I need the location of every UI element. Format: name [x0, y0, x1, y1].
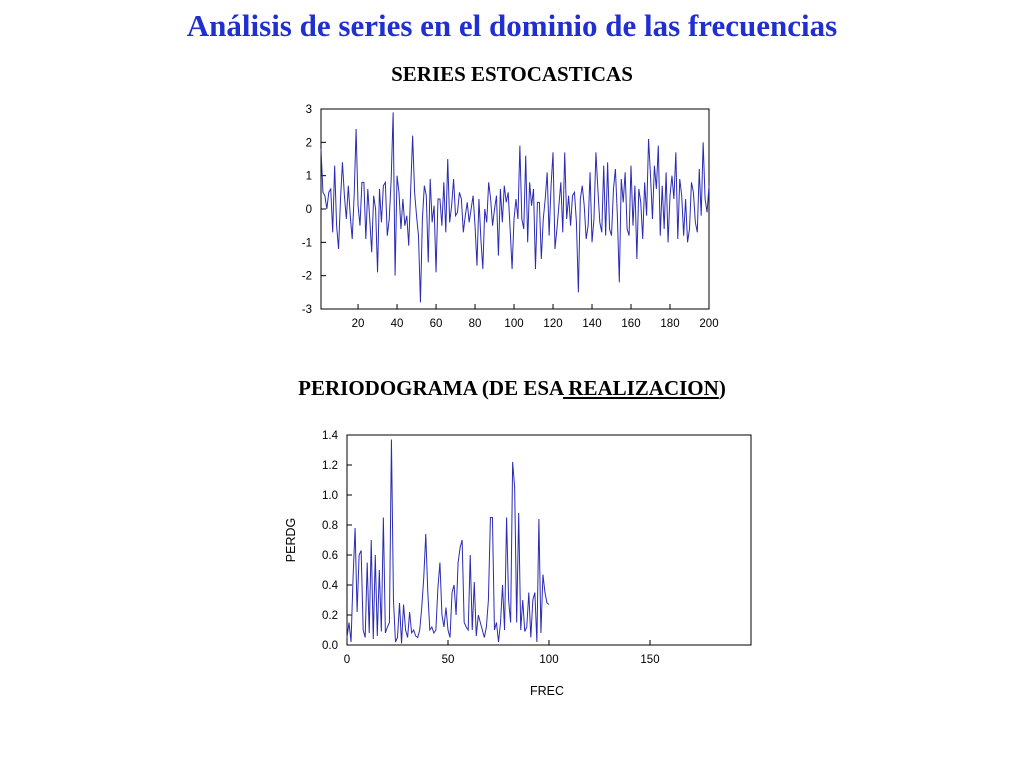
- series-x-tick-label: 60: [430, 318, 443, 330]
- periodogram-x-tick-label: 100: [539, 654, 558, 666]
- series-x-tick-label: 20: [352, 318, 365, 330]
- page-title: Análisis de series en el dominio de las …: [186, 8, 838, 43]
- series-x-tick-label: 140: [582, 318, 601, 330]
- series-x-tick-label: 200: [699, 318, 718, 330]
- periodogram-x-tick-label: 150: [640, 654, 659, 666]
- periodogram-y-tick-label: 1.2: [322, 460, 338, 472]
- series-x-tick-label: 180: [660, 318, 679, 330]
- periodogram-title-prefix: PERIODOGRAMA (DE ESA: [298, 376, 564, 400]
- periodogram-x-tick-label: 0: [344, 654, 350, 666]
- periodogram-title-suffix: ): [718, 376, 726, 400]
- series-x-tick-label: 120: [543, 318, 562, 330]
- periodogram-x-axis-label: FREC: [530, 684, 564, 698]
- series-y-tick-label: 1: [306, 171, 312, 183]
- periodogram-chart-title: PERIODOGRAMA (DE ESA REALIZACION): [0, 376, 1024, 401]
- series-plot-frame: [320, 108, 710, 310]
- periodogram-y-tick-label: 0.2: [322, 610, 338, 622]
- series-chart-title: SERIES ESTOCASTICAS: [391, 62, 633, 86]
- periodogram-y-tick-label: 0.4: [322, 580, 339, 592]
- series-y-tick-label: -3: [302, 304, 312, 316]
- periodogram-y-tick-label: 1.0: [322, 490, 338, 502]
- series-y-tick-label: 3: [306, 104, 312, 116]
- periodogram-y-tick-label: 0.8: [322, 520, 338, 532]
- series-x-tick-label: 100: [504, 318, 523, 330]
- series-y-tick-label: 2: [306, 137, 312, 149]
- periodogram-line: [346, 439, 550, 644]
- periodogram-y-axis-label: PERDG: [284, 518, 298, 562]
- series-line: [320, 112, 710, 303]
- series-x-tick-label: 160: [621, 318, 640, 330]
- periodogram-x-tick-label: 50: [442, 654, 455, 666]
- periodogram-y-tick-label: 0.6: [322, 550, 338, 562]
- series-x-tick-label: 40: [391, 318, 404, 330]
- periodogram-plot-frame: [346, 434, 752, 646]
- periodogram-y-tick-label: 0.0: [322, 640, 338, 652]
- periodogram-y-tick-label: 1.4: [322, 430, 339, 442]
- series-y-tick-label: 0: [306, 204, 312, 216]
- series-y-tick-label: -2: [302, 271, 312, 283]
- series-y-tick-label: -1: [302, 237, 312, 249]
- series-x-tick-label: 80: [469, 318, 482, 330]
- periodogram-title-underlined: REALIZACION: [563, 376, 719, 400]
